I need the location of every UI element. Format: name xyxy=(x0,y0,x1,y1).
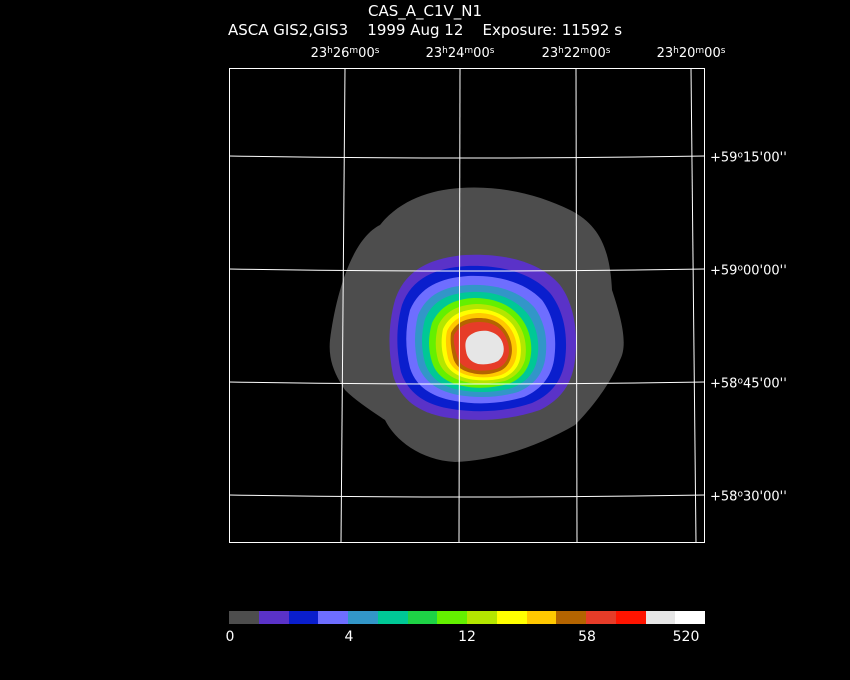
ra-label-2: 23h24m00s xyxy=(425,46,495,61)
colorbar-swatch xyxy=(496,611,527,624)
colorbar-tick-label: 4 xyxy=(344,629,354,645)
dec-label-1: +59o15'00'' xyxy=(710,150,787,166)
colorbar-swatch xyxy=(318,611,348,624)
colorbar-tick-label: 0 xyxy=(225,629,235,645)
colorbar-swatch xyxy=(586,611,616,624)
ra-grid-line xyxy=(340,68,346,543)
exposure-label: Exposure: 11592 s xyxy=(482,21,623,39)
colorbar-swatch xyxy=(645,611,676,624)
colorbar-swatch xyxy=(526,611,557,624)
dec-grid-line xyxy=(229,494,705,498)
colorbar-swatch xyxy=(675,611,705,624)
colorbar-swatch xyxy=(229,611,259,624)
colorbar-swatch xyxy=(615,611,646,624)
colorbar-swatch xyxy=(377,611,408,624)
dec-label-2: +59o00'00'' xyxy=(710,263,787,279)
dec-label-3: +58o45'00'' xyxy=(710,376,787,392)
plot-frame xyxy=(229,68,705,543)
dec-label-4: +58o30'00'' xyxy=(710,489,787,505)
ra-grid-line xyxy=(575,68,578,543)
colorbar-swatch xyxy=(556,611,586,624)
dec-grid-line xyxy=(229,381,705,385)
colorbar-tick-label: 58 xyxy=(578,629,596,645)
colorbar-swatch xyxy=(348,611,378,624)
colorbar-swatch xyxy=(467,611,497,624)
ra-grid-line xyxy=(690,68,697,543)
coordinate-grid xyxy=(229,68,705,543)
ra-label-4: 23h20m00s xyxy=(656,46,726,61)
observation-date: 1999 Aug 12 xyxy=(367,21,464,39)
colorbar-swatch xyxy=(437,611,467,624)
dec-grid-line xyxy=(229,155,705,159)
dec-grid-line xyxy=(229,268,705,272)
colorbar-swatch xyxy=(407,611,438,624)
image-subtitle: ASCA GIS2,GIS3 1999 Aug 12 Exposure: 115… xyxy=(0,21,850,39)
colorbar-tick-label: 520 xyxy=(672,629,700,645)
image-title: CAS_A_C1V_N1 xyxy=(367,2,483,20)
ra-label-3: 23h22m00s xyxy=(541,46,611,61)
emission-level-white xyxy=(465,330,504,365)
colorbar-swatch xyxy=(258,611,289,624)
instrument-label: ASCA GIS2,GIS3 xyxy=(227,21,349,39)
colorbar-tick-label: 12 xyxy=(458,629,476,645)
colorbar xyxy=(229,611,705,624)
source-emission xyxy=(329,187,624,462)
colorbar-swatch xyxy=(288,611,319,624)
ra-grid-line xyxy=(458,68,461,543)
ra-label-1: 23h26m00s xyxy=(310,46,380,61)
